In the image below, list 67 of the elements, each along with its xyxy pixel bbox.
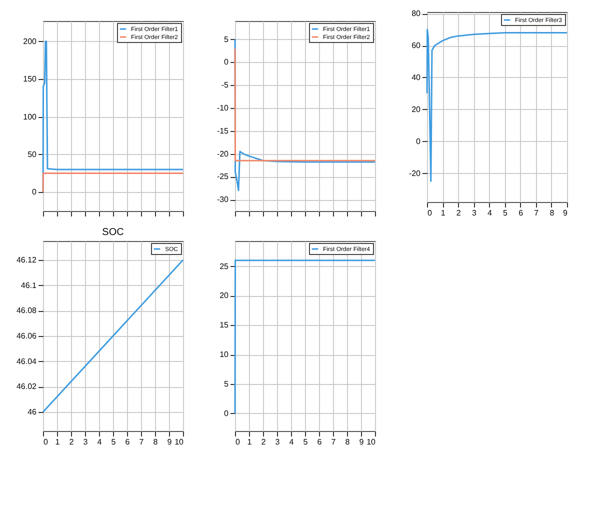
y-tick-label: 46.12 — [16, 256, 38, 264]
x-tick-label: 6 — [518, 208, 524, 218]
x-tick-label: 10 — [174, 438, 184, 446]
x-tick-label: 3 — [83, 438, 88, 446]
x-tick-label: 7 — [534, 208, 540, 218]
y-tick-label: -10 — [216, 103, 230, 112]
x-tick-label: 7 — [139, 438, 144, 446]
x-tick-label: 0 — [44, 438, 48, 446]
y-tick-label: 25 — [220, 262, 230, 271]
x-tick-label: 0 — [428, 208, 432, 218]
x-tick-label: 9 — [167, 438, 172, 446]
x-tick-label: 5 — [111, 438, 116, 446]
x-tick-label: 2 — [69, 438, 74, 446]
x-tick-label: 3 — [472, 208, 477, 218]
y-tick-label: -30 — [216, 195, 230, 204]
y-tick-label: -20 — [408, 168, 422, 178]
y-tick-label: 46.06 — [16, 332, 38, 340]
y-tick-label: 0 — [224, 408, 230, 418]
y-tick-label: 46 — [28, 408, 38, 416]
x-tick-label: 1 — [55, 438, 60, 446]
y-tick-label: 150 — [23, 74, 38, 84]
y-tick-label: 5 — [224, 379, 230, 388]
y-tick-label: 46.08 — [16, 306, 38, 316]
y-tick-label: 46.04 — [16, 356, 38, 366]
x-tick-label: 0 — [236, 438, 240, 446]
x-tick-label: 1 — [440, 208, 446, 218]
x-tick-label: 4 — [97, 438, 102, 446]
x-tick-label: 10 — [366, 438, 376, 446]
y-tick-label: 200 — [23, 36, 38, 46]
x-tick-label: 2 — [261, 438, 266, 446]
y-tick-label: 5 — [224, 34, 230, 44]
y-tick-label: 46.1 — [20, 280, 38, 290]
x-tick-label: 3 — [275, 438, 280, 446]
y-tick-label: 50 — [28, 150, 38, 159]
y-tick-label: 46.02 — [16, 382, 38, 392]
y-tick-label: -15 — [216, 126, 230, 136]
y-tick-label: 0 — [224, 58, 230, 67]
x-tick-label: 8 — [550, 208, 555, 218]
y-tick-label: 100 — [23, 112, 38, 122]
chart-title: SOC — [102, 227, 124, 238]
x-tick-label: 9 — [359, 438, 364, 446]
line-series — [42, 40, 184, 193]
x-tick-label: 1 — [247, 438, 252, 446]
x-tick-label: 7 — [331, 438, 336, 446]
x-tick-label: 6 — [317, 438, 322, 446]
y-tick-label: 20 — [412, 104, 422, 114]
x-tick-label: 4 — [289, 438, 294, 446]
y-tick-label: -20 — [216, 149, 230, 158]
y-tick-label: 80 — [412, 9, 422, 18]
y-tick-label: 10 — [220, 350, 230, 360]
y-tick-label: -5 — [221, 80, 230, 90]
y-tick-label: 40 — [412, 72, 422, 82]
y-tick-label: 60 — [412, 41, 422, 50]
y-tick-label: 0 — [32, 188, 38, 197]
line-series — [426, 28, 568, 182]
y-tick-label: 15 — [220, 320, 230, 330]
x-tick-label: 6 — [125, 438, 130, 446]
y-tick-label: 0 — [416, 136, 422, 146]
x-tick-label: 2 — [456, 208, 462, 218]
x-tick-label: 9 — [563, 208, 568, 218]
x-tick-label: 5 — [303, 438, 308, 446]
x-tick-label: 8 — [153, 438, 158, 446]
x-tick-label: 4 — [487, 208, 492, 218]
y-tick-label: 20 — [220, 291, 230, 300]
y-tick-label: -25 — [216, 172, 230, 182]
x-tick-label: 8 — [345, 438, 350, 446]
x-tick-label: 5 — [503, 208, 508, 218]
